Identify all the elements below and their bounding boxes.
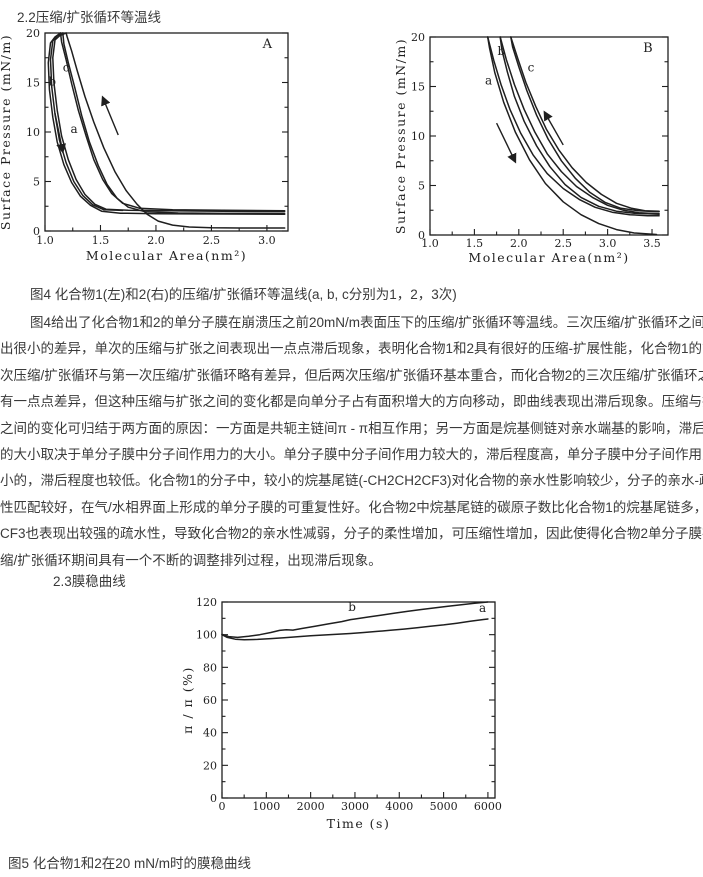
curve-label-c: c (528, 61, 535, 75)
y-tick-label: 20 (26, 27, 40, 40)
curve-label-b: b (48, 74, 56, 88)
plot-frame (221, 601, 496, 799)
fig5-chart: 0 1000 2000 3000 4000 5000 6000 0 20 40 60 80 100 120… (180, 596, 502, 831)
y-tick-label: 0 (33, 225, 40, 238)
y-tick-label: 0 (418, 229, 425, 242)
direction-arrow-1 (495, 122, 517, 164)
paragraph-line: CF3也表现出较强的疏水性，导致化合物2的亲水性减弱，分子的柔性增加，可压缩性增… (0, 526, 703, 542)
curve-label-a: a (71, 122, 78, 136)
series-cycle1-expansion (486, 36, 660, 217)
x-tick-label: 3.5 (643, 237, 661, 250)
x-tick-label: 3000 (341, 800, 369, 813)
y-tick-label: 100 (196, 629, 217, 642)
figure-4a: 1.0 1.5 2.0 2.5 3.0 0 5 10 15 20 c b a A Molecular Are… (0, 22, 310, 279)
x-axis-label: Molecular Area(nm²) (86, 248, 247, 263)
curve-label-b: b (348, 600, 356, 614)
series-cycle1-compression (486, 36, 658, 236)
direction-arrow-2 (101, 95, 119, 136)
paragraph-line: 次压缩/扩张循环与第一次压缩/扩张循环略有差异，但后两次压缩/扩张循环基本重合，… (0, 367, 703, 383)
x-tick-label: 1000 (252, 800, 280, 813)
curve-label-a: a (485, 74, 492, 88)
x-tick-label: 3.0 (258, 234, 276, 247)
paragraph-line: 缩/扩张循环期间具有一个不断的调整排列过程，出现滞后现象。 (0, 552, 382, 568)
series-cycle2-compression (499, 36, 660, 215)
x-tick-label: 0 (219, 800, 226, 813)
series-cycle3-compression (510, 36, 660, 213)
x-tick-label: 2000 (297, 800, 325, 813)
y-axis-label: Surface Pressure (mN/m) (395, 38, 408, 234)
x-tick-label: 6000 (474, 800, 502, 813)
axis-ticks (429, 36, 668, 236)
y-axis-label: Surface Pressure (mN/m) (0, 34, 13, 230)
fig4b-chart: 1.0 1.5 2.0 2.5 3.0 3.5 0 5 10 15 20 a b c B Molecular … (393, 31, 669, 265)
series-cycle1-expansion (52, 32, 286, 213)
paragraph-line: 的大小取决于单分子膜中分子间作用力的大小。单分子膜中分子间作用力较大的，滞后程度… (0, 446, 703, 462)
section-heading-2-3: 2.3膜稳曲线 (53, 574, 126, 589)
paragraph-line: 出很小的差异，单次的压缩与扩张之间表现出一点点滞后现象，表明化合物1和2具有很好… (0, 341, 703, 357)
series-cycle2-expansion (47, 32, 286, 215)
series-compound1-a (221, 618, 489, 641)
x-axis-label: Time (s) (327, 816, 391, 831)
paragraph-line: 图4给出了化合物1和2的单分子膜在崩溃压之前20mN/m表面压下的压缩/扩张循环… (30, 315, 703, 330)
plot-frame (44, 32, 289, 232)
x-tick-label: 1.0 (36, 234, 54, 247)
x-tick-label: 4000 (385, 800, 413, 813)
paragraph-line: 有一点点差异，但这种压缩与扩张之间的变化都是向单分子占有面积增大的方向移动，即曲… (0, 394, 703, 410)
y-axis-label: π / π (%) (180, 666, 195, 734)
y-tick-label: 40 (203, 727, 217, 740)
y-tick-label: 20 (203, 759, 217, 772)
curve-label-c: c (63, 61, 70, 75)
series-cycle3-compression (62, 32, 286, 215)
fig4a-chart: 1.0 1.5 2.0 2.5 3.0 0 5 10 15 20 cb a A Molecular Are… (0, 27, 289, 263)
section-heading-2-2: 2.2压缩/扩张循环等温线 (17, 10, 162, 25)
curve-label-a: a (479, 601, 486, 615)
plot-frame (429, 36, 669, 236)
x-tick-label: 2.5 (554, 237, 572, 250)
series-cycle2-compression (59, 32, 286, 212)
y-tick-label: 5 (418, 180, 425, 193)
paragraph-line: 之间的变化可归结于两方面的原因：一方面是共轭主链间π - π相互作用；另一方面是… (0, 420, 703, 436)
y-tick-label: 120 (196, 596, 217, 609)
curve-label-b: b (497, 44, 505, 58)
y-tick-label: 60 (203, 694, 217, 707)
paragraph-line: 性匹配较好，在气/水相界面上形成的单分子膜的可重复性好。化合物2中烷基尾链的碳原… (0, 499, 703, 515)
direction-arrow-1 (54, 113, 67, 154)
x-tick-label: 1.5 (92, 234, 110, 247)
figure-5: 0 1000 2000 3000 4000 5000 6000 0 20 40 60 80 100 120… (180, 592, 532, 859)
x-tick-label: 2.0 (147, 234, 165, 247)
y-tick-label: 15 (411, 81, 425, 94)
x-tick-label: 2.5 (203, 234, 221, 247)
x-tick-label: 1.0 (421, 237, 439, 250)
axis-ticks (44, 32, 288, 232)
x-tick-label: 1.5 (466, 237, 484, 250)
axis-ticks (221, 601, 495, 799)
series-cycle2-expansion (499, 36, 660, 215)
figure5-caption: 图5 化合物1和2在20 mN/m时的膜稳曲线 (8, 856, 252, 871)
y-tick-label: 80 (203, 661, 217, 674)
y-tick-label: 5 (33, 176, 40, 189)
y-tick-label: 15 (26, 77, 40, 90)
series-cycle1-compression (65, 32, 286, 229)
figure4-caption: 图4 化合物1(左)和2(右)的压缩/扩张循环等温线(a, b, c分别为1，2… (30, 287, 457, 302)
x-tick-label: 3.0 (599, 237, 617, 250)
y-tick-label: 10 (26, 126, 40, 139)
body-paragraph: 图4给出了化合物1和2的单分子膜在崩溃压之前20mN/m表面压下的压缩/扩张循环… (0, 310, 703, 574)
x-tick-label: 5000 (430, 800, 458, 813)
series-compound2-b (221, 601, 489, 639)
series-cycle3-expansion (49, 32, 124, 212)
panel-label-B: B (643, 41, 653, 56)
x-axis-label: Molecular Area(nm²) (468, 250, 629, 265)
figure-4b: 1.0 1.5 2.0 2.5 3.0 3.5 0 5 10 15 20 a b c B Molecular … (393, 22, 703, 279)
x-tick-label: 2.0 (510, 237, 528, 250)
series-cycle3-expansion (510, 36, 660, 212)
paragraph-line: 小的，滞后程度也较低。化合物1的分子中，较小的烷基尾链(-CH2CH2CF3)对… (0, 473, 703, 489)
direction-arrow-2 (543, 110, 564, 146)
panel-label-A: A (262, 37, 273, 52)
y-tick-label: 10 (411, 130, 425, 143)
y-tick-label: 20 (411, 31, 425, 44)
y-tick-label: 0 (210, 792, 217, 805)
